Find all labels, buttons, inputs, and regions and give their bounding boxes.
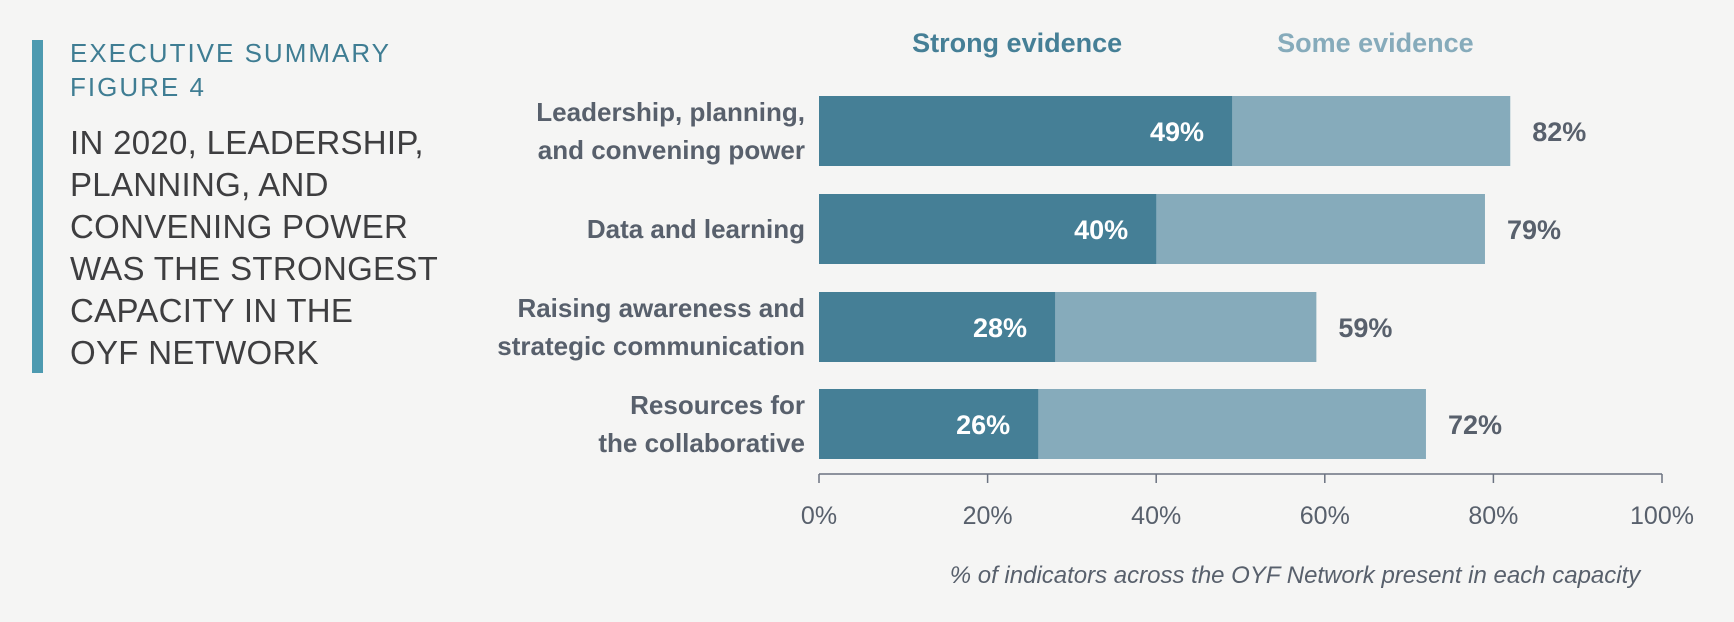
category-label: Resources for [630, 390, 805, 420]
legend-strong-evidence: Strong evidence [912, 28, 1122, 58]
x-tick-label: 60% [1300, 502, 1350, 530]
data-label-strong: 26% [956, 410, 1010, 440]
data-label-strong: 49% [1150, 117, 1204, 147]
figure-headline: IN 2020, LEADERSHIP, PLANNING, AND CONVE… [70, 122, 440, 374]
x-axis-title: % of indicators across the OYF Network p… [950, 562, 1643, 589]
data-label-some: 79% [1507, 215, 1561, 245]
data-label-strong: 28% [973, 313, 1027, 343]
x-tick-label: 20% [963, 502, 1013, 530]
headline-line: CAPACITY IN THE [70, 292, 354, 329]
data-label-some: 82% [1532, 117, 1586, 147]
category-label: and convening power [538, 135, 805, 165]
x-tick-label: 100% [1630, 502, 1694, 530]
x-tick-label: 0% [801, 502, 837, 530]
category-label: the collaborative [598, 428, 805, 458]
category-label: Data and learning [587, 214, 805, 244]
kicker-line-1: EXECUTIVE SUMMARY [70, 38, 392, 68]
x-tick-label: 80% [1468, 502, 1518, 530]
headline-line: OYF NETWORK [70, 334, 319, 371]
headline-line: PLANNING, AND [70, 166, 329, 203]
headline-line: WAS THE STRONGEST [70, 250, 439, 287]
x-tick-label: 40% [1131, 502, 1181, 530]
bar-strong-evidence [819, 194, 1157, 264]
data-label-strong: 40% [1074, 215, 1128, 245]
figure-kicker: EXECUTIVE SUMMARY FIGURE 4 [70, 36, 430, 104]
category-label: Raising awareness and [517, 293, 805, 323]
data-label-some: 72% [1448, 410, 1502, 440]
headline-line: CONVENING POWER [70, 208, 409, 245]
bar-strong-evidence [819, 96, 1233, 166]
bar-strong-evidence [819, 292, 1056, 362]
accent-side-bar [32, 40, 43, 373]
category-label: Leadership, planning, [536, 97, 805, 127]
kicker-line-2: FIGURE 4 [70, 72, 206, 102]
headline-line: IN 2020, LEADERSHIP, [70, 124, 424, 161]
legend-some-evidence: Some evidence [1277, 28, 1474, 58]
bar-strong-evidence [819, 389, 1039, 459]
data-label-some: 59% [1338, 313, 1392, 343]
category-label: strategic communication [497, 331, 805, 361]
